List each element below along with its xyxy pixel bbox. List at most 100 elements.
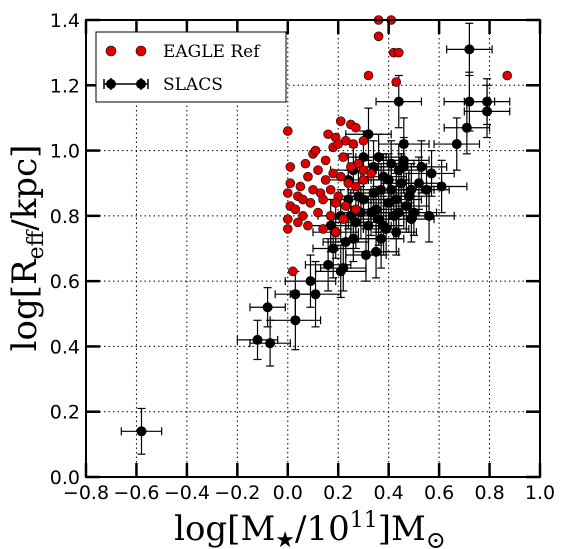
eagle-point bbox=[285, 178, 296, 189]
eagle-point bbox=[325, 211, 336, 221]
eagle-point bbox=[351, 181, 361, 192]
y-tick-label: 1.4 bbox=[50, 10, 80, 32]
x-tick-label: 1.0 bbox=[525, 482, 555, 504]
eagle-series bbox=[282, 15, 513, 277]
legend-eagle-marker bbox=[135, 45, 147, 57]
eagle-point bbox=[293, 217, 303, 228]
slacs-point bbox=[290, 315, 301, 326]
x-tick-label: −0.6 bbox=[113, 482, 159, 504]
y-tick-label: 0.2 bbox=[50, 402, 80, 424]
x-tick-label: 0.0 bbox=[273, 482, 303, 504]
eagle-point bbox=[282, 214, 293, 224]
x-tick-label: 0.2 bbox=[323, 482, 353, 504]
slacs-point bbox=[348, 233, 359, 244]
slacs-point bbox=[464, 44, 475, 55]
slacs-point bbox=[393, 207, 404, 218]
slacs-point bbox=[401, 201, 412, 212]
slacs-point bbox=[482, 106, 493, 117]
slacs-point bbox=[378, 171, 389, 182]
x-tick-label: 0.6 bbox=[424, 482, 454, 504]
eagle-point bbox=[290, 204, 301, 215]
y-tick-label: 0.6 bbox=[50, 271, 80, 293]
eagle-point bbox=[320, 155, 331, 166]
y-tick-label: 0.0 bbox=[50, 467, 80, 489]
eagle-point bbox=[338, 214, 349, 224]
slacs-point bbox=[340, 236, 351, 247]
slacs-point bbox=[373, 152, 384, 163]
y-tick-label: 1.2 bbox=[50, 75, 80, 97]
eagle-point bbox=[502, 70, 513, 81]
eagle-point bbox=[335, 171, 346, 182]
eagle-point bbox=[325, 184, 336, 195]
slacs-point bbox=[262, 302, 273, 313]
y-tick-label: 0.8 bbox=[50, 206, 80, 228]
x-tick-label: −0.2 bbox=[214, 482, 260, 504]
x-axis-title: log[M★/1011]M⊙ bbox=[174, 508, 446, 549]
eagle-point bbox=[305, 198, 316, 208]
eagle-point bbox=[351, 204, 361, 215]
eagle-point bbox=[318, 224, 328, 234]
eagle-point bbox=[288, 266, 298, 277]
legend-slacs-label: SLACS bbox=[163, 75, 223, 95]
grid bbox=[86, 20, 540, 477]
eagle-point bbox=[335, 116, 346, 126]
eagle-point bbox=[393, 47, 404, 58]
eagle-point bbox=[282, 224, 293, 234]
slacs-point bbox=[360, 250, 371, 261]
x-tick-label: 0.8 bbox=[474, 482, 504, 504]
eagle-point bbox=[310, 145, 321, 156]
slacs-point bbox=[136, 426, 147, 437]
x-tick-label: 0.4 bbox=[374, 482, 404, 504]
slacs-point bbox=[338, 263, 349, 274]
eagle-point bbox=[303, 220, 313, 231]
slacs-point bbox=[436, 181, 447, 192]
legend-eagle-label: EAGLE Ref bbox=[163, 42, 261, 62]
slacs-point bbox=[371, 246, 382, 257]
x-tick-label: −0.8 bbox=[63, 482, 109, 504]
slacs-point bbox=[424, 210, 435, 221]
eagle-point bbox=[298, 211, 308, 221]
eagle-point bbox=[318, 194, 328, 205]
slacs-point bbox=[353, 191, 364, 202]
slacs-point bbox=[451, 139, 462, 150]
eagle-point bbox=[282, 126, 293, 136]
y-tick-label: 0.4 bbox=[50, 336, 80, 358]
eagle-point bbox=[348, 139, 359, 149]
eagle-point bbox=[351, 122, 361, 133]
legend-box bbox=[95, 31, 287, 103]
x-tick-labels: −0.8 −0.6 −0.4 −0.2 0.0 0.2 0.4 0.6 0.8 1.0 bbox=[63, 482, 555, 504]
eagle-point bbox=[391, 77, 402, 87]
slacs-point bbox=[252, 334, 263, 345]
legend: EAGLE Ref SLACS bbox=[95, 31, 287, 103]
eagle-point bbox=[340, 201, 351, 211]
eagle-point bbox=[366, 168, 376, 179]
eagle-point bbox=[346, 162, 356, 172]
slacs-point bbox=[391, 227, 402, 238]
legend-eagle-marker bbox=[105, 45, 117, 57]
slacs-point bbox=[398, 139, 409, 150]
plot-frame bbox=[85, 19, 541, 478]
y-tick-labels: 0.0 0.2 0.4 0.6 0.8 1.0 1.2 1.4 bbox=[50, 10, 80, 489]
slacs-point bbox=[376, 233, 387, 244]
eagle-point bbox=[313, 165, 323, 175]
legend-slacs-marker bbox=[106, 79, 116, 89]
eagle-point bbox=[285, 162, 296, 172]
y-tick-label: 1.0 bbox=[50, 141, 80, 163]
eagle-point bbox=[358, 175, 369, 185]
y-axis-title: log[Reff/kpc] bbox=[5, 145, 49, 352]
slacs-point bbox=[305, 276, 316, 287]
legend-slacs-marker bbox=[136, 79, 146, 89]
eagle-point bbox=[320, 175, 331, 185]
x-tick-label: −0.4 bbox=[164, 482, 210, 504]
eagle-point bbox=[313, 207, 323, 218]
eagle-point bbox=[330, 227, 341, 237]
eagle-point bbox=[358, 135, 369, 146]
slacs-point bbox=[386, 158, 397, 169]
eagle-point bbox=[373, 31, 384, 42]
eagle-point bbox=[363, 70, 374, 81]
slacs-point bbox=[265, 338, 276, 349]
eagle-point bbox=[333, 139, 344, 149]
slacs-point bbox=[323, 259, 334, 270]
eagle-point bbox=[300, 158, 311, 169]
